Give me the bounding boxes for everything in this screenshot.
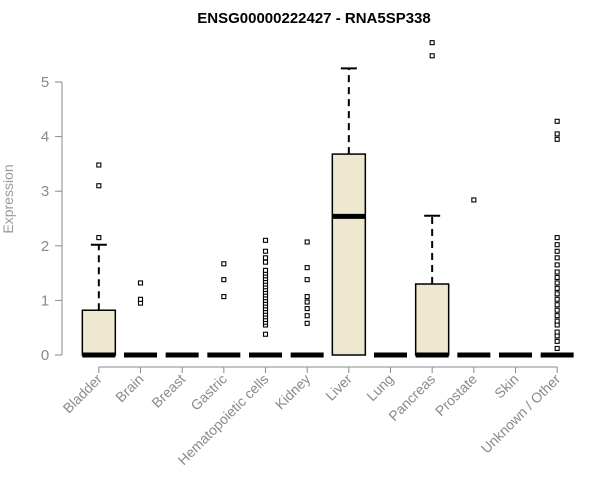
outlier-point <box>96 162 102 168</box>
box-layer <box>81 40 574 358</box>
outlier-point <box>262 331 269 337</box>
outlier-point <box>554 318 560 324</box>
box-brain <box>124 280 157 358</box>
x-tick-label: Brain <box>112 371 146 405</box>
iqr-box <box>81 309 117 356</box>
outlier-point <box>554 235 560 241</box>
chart-title: ENSG00000222427 - RNA5SP338 <box>197 10 430 27</box>
x-tick-label: Prostate <box>432 371 480 419</box>
outlier-point <box>221 294 227 300</box>
outlier-point <box>554 136 560 142</box>
box-gastric <box>207 261 241 358</box>
outlier-point <box>554 274 560 281</box>
box-liver <box>331 67 367 356</box>
outlier-point <box>554 269 560 275</box>
outlier-point <box>304 313 310 319</box>
outlier-point <box>304 320 310 326</box>
outlier-point <box>304 294 310 300</box>
x-tick-label: Skin <box>491 371 522 402</box>
outlier-point <box>554 131 560 137</box>
box-bladder <box>81 162 117 358</box>
y-tick-label: 4 <box>41 129 49 146</box>
outlier-point <box>96 183 102 189</box>
outlier-point <box>554 329 560 335</box>
outlier-point <box>262 267 269 273</box>
x-tick-label: Bladder <box>60 371 106 417</box>
outlier-point <box>262 255 269 261</box>
y-tick-label: 2 <box>41 238 49 255</box>
x-tick-label: Breast <box>148 371 188 411</box>
outlier-point <box>262 248 269 254</box>
x-tick-label: Lung <box>363 371 396 404</box>
outlier-point <box>262 237 269 243</box>
box-pancreas <box>414 40 450 358</box>
outlier-point <box>304 265 310 271</box>
outlier-point <box>221 261 227 267</box>
y-tick-label: 0 <box>41 347 49 364</box>
outlier-point <box>554 338 560 344</box>
outlier-point <box>554 345 560 351</box>
y-axis-label: Expression <box>0 164 16 233</box>
box-kidney <box>290 239 324 358</box>
box-prostate <box>457 197 491 358</box>
x-tick-label: Unknown / Other <box>478 371 564 457</box>
outlier-point <box>96 235 102 241</box>
outlier-point <box>262 259 269 265</box>
y-tick-label: 1 <box>41 292 49 309</box>
outlier-point <box>554 313 560 319</box>
outlier-point <box>554 255 560 261</box>
outlier-point <box>554 280 560 286</box>
outlier-point <box>429 40 435 46</box>
outlier-point <box>554 248 560 254</box>
outlier-point <box>554 302 560 308</box>
outlier-point <box>429 53 435 59</box>
outlier-point <box>471 197 477 203</box>
outlier-point <box>304 277 310 283</box>
outlier-point <box>304 299 310 305</box>
outlier-point <box>554 307 560 313</box>
outlier-point <box>554 118 560 124</box>
iqr-box <box>331 153 367 356</box>
x-tick-label: Liver <box>322 371 355 404</box>
outlier-point <box>554 262 560 268</box>
box-unknown-other <box>540 118 574 358</box>
outlier-point <box>554 242 560 248</box>
iqr-box <box>414 283 450 356</box>
box-hematopoietic-cells <box>249 237 282 358</box>
outlier-point <box>221 277 227 283</box>
y-tick-label: 3 <box>41 183 49 200</box>
outlier-point <box>304 239 310 245</box>
outlier-point <box>554 296 560 302</box>
y-tick-label: 5 <box>41 74 49 91</box>
x-tick-label: Kidney <box>272 371 314 413</box>
axes: 0 1 2 3 4 5 <box>41 74 558 373</box>
outlier-point <box>554 291 560 297</box>
outlier-point <box>137 280 144 286</box>
outlier-point <box>304 306 310 312</box>
outlier-point <box>137 296 144 302</box>
outlier-point <box>554 285 560 291</box>
